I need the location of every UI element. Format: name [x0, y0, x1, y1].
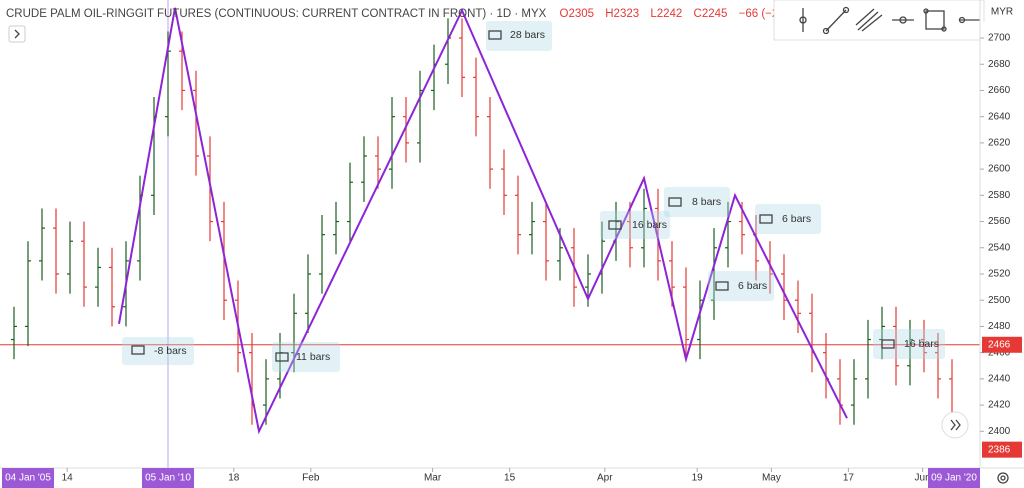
measure-text: 8 bars: [692, 196, 721, 208]
y-tick-label: 2560: [988, 216, 1011, 227]
ohlc-high: H2323: [605, 8, 639, 20]
measure-text: 6 bars: [738, 280, 767, 292]
y-tick-label: 2540: [988, 242, 1011, 253]
x-tick-label: Feb: [302, 473, 320, 484]
measure-label: -8 bars: [122, 337, 194, 365]
measure-label: 6 bars: [708, 271, 774, 301]
y-tick-label: 2640: [988, 111, 1011, 122]
price-label: 2466: [988, 339, 1011, 350]
range-label-box: [142, 468, 194, 488]
y-tick-label: 2440: [988, 373, 1011, 384]
x-tick-label: Jun: [915, 473, 931, 484]
x-tick-label: Apr: [597, 473, 613, 484]
currency-label: MYR: [991, 7, 1013, 18]
chart-title: CRUDE PALM OIL-RINGGIT FUTURES (CONTINUO…: [6, 8, 547, 20]
x-tick-label: 17: [843, 473, 855, 484]
measure-label: 11 bars: [272, 342, 340, 372]
measure-text: 11 bars: [296, 351, 330, 363]
zigzag-line: [118, 7, 848, 435]
ohlc-low: L2242: [650, 8, 682, 20]
measure-label: 16 bars: [873, 329, 945, 359]
measure-text: 16 bars: [632, 219, 667, 231]
tool-horizontal-ray[interactable]: [892, 16, 914, 24]
y-axis-panel: [980, 22, 1024, 468]
tool-trend-line[interactable]: [822, 6, 850, 35]
measure-label: 6 bars: [755, 204, 821, 234]
measure-text: 16 bars: [904, 338, 939, 350]
range-label-box: [2, 468, 54, 488]
y-tick-label: 2660: [988, 85, 1011, 96]
settings-button[interactable]: [997, 472, 1009, 484]
price-label-box: [982, 441, 1022, 458]
x-tick-label: 18: [228, 473, 240, 484]
y-tick-label: 2620: [988, 138, 1011, 149]
x-axis-panel: [0, 468, 1024, 488]
tool-rectangle[interactable]: [923, 8, 947, 32]
y-tick-label: 2420: [988, 400, 1011, 411]
measure-text: -8 bars: [154, 345, 187, 357]
y-tick-label: 2520: [988, 269, 1011, 280]
y-tick-label: 2600: [988, 164, 1011, 175]
x-tick-label: May: [762, 473, 781, 484]
price-label: 2386: [988, 444, 1011, 455]
x-tick-label: 19: [692, 473, 704, 484]
y-tick-label: 2400: [988, 426, 1011, 437]
range-label: 05 Jan '10: [145, 473, 191, 484]
collapse-button[interactable]: [8, 25, 26, 43]
scroll-right-button[interactable]: [941, 411, 969, 439]
range-label-box: [928, 468, 980, 488]
measure-label: 8 bars: [664, 187, 730, 217]
y-tick-label: 2480: [988, 321, 1011, 332]
range-label: 04 Jan '05: [5, 473, 51, 484]
range-label: 09 Jan '20: [931, 473, 977, 484]
plot-area: [0, 0, 980, 468]
y-tick-label: 2580: [988, 190, 1011, 201]
legend-line: CRUDE PALM OIL-RINGGIT FUTURES (CONTINUO…: [6, 8, 788, 20]
tool-pitchfork[interactable]: [855, 8, 883, 32]
x-tick-label: Mar: [424, 473, 442, 484]
y-tick-label: 2680: [988, 59, 1011, 70]
price-label-box: [982, 336, 1022, 353]
x-tick-label: 15: [504, 473, 516, 484]
measure-label: 16 bars: [600, 211, 670, 239]
y-tick-label: 2700: [988, 33, 1011, 44]
y-tick-label: 2460: [988, 347, 1011, 358]
drawing-toolbar: [773, 0, 985, 41]
ohlc-open: O2305: [560, 8, 595, 20]
measure-text: 6 bars: [782, 213, 811, 225]
tool-vertical-line[interactable]: [799, 8, 807, 32]
x-tick-label: 14: [62, 473, 74, 484]
measure-label: 28 bars: [486, 21, 552, 51]
y-tick-label: 2500: [988, 295, 1011, 306]
ohlc-close: C2245: [694, 8, 728, 20]
tool-ray[interactable]: [958, 16, 981, 24]
measure-text: 28 bars: [510, 29, 545, 41]
